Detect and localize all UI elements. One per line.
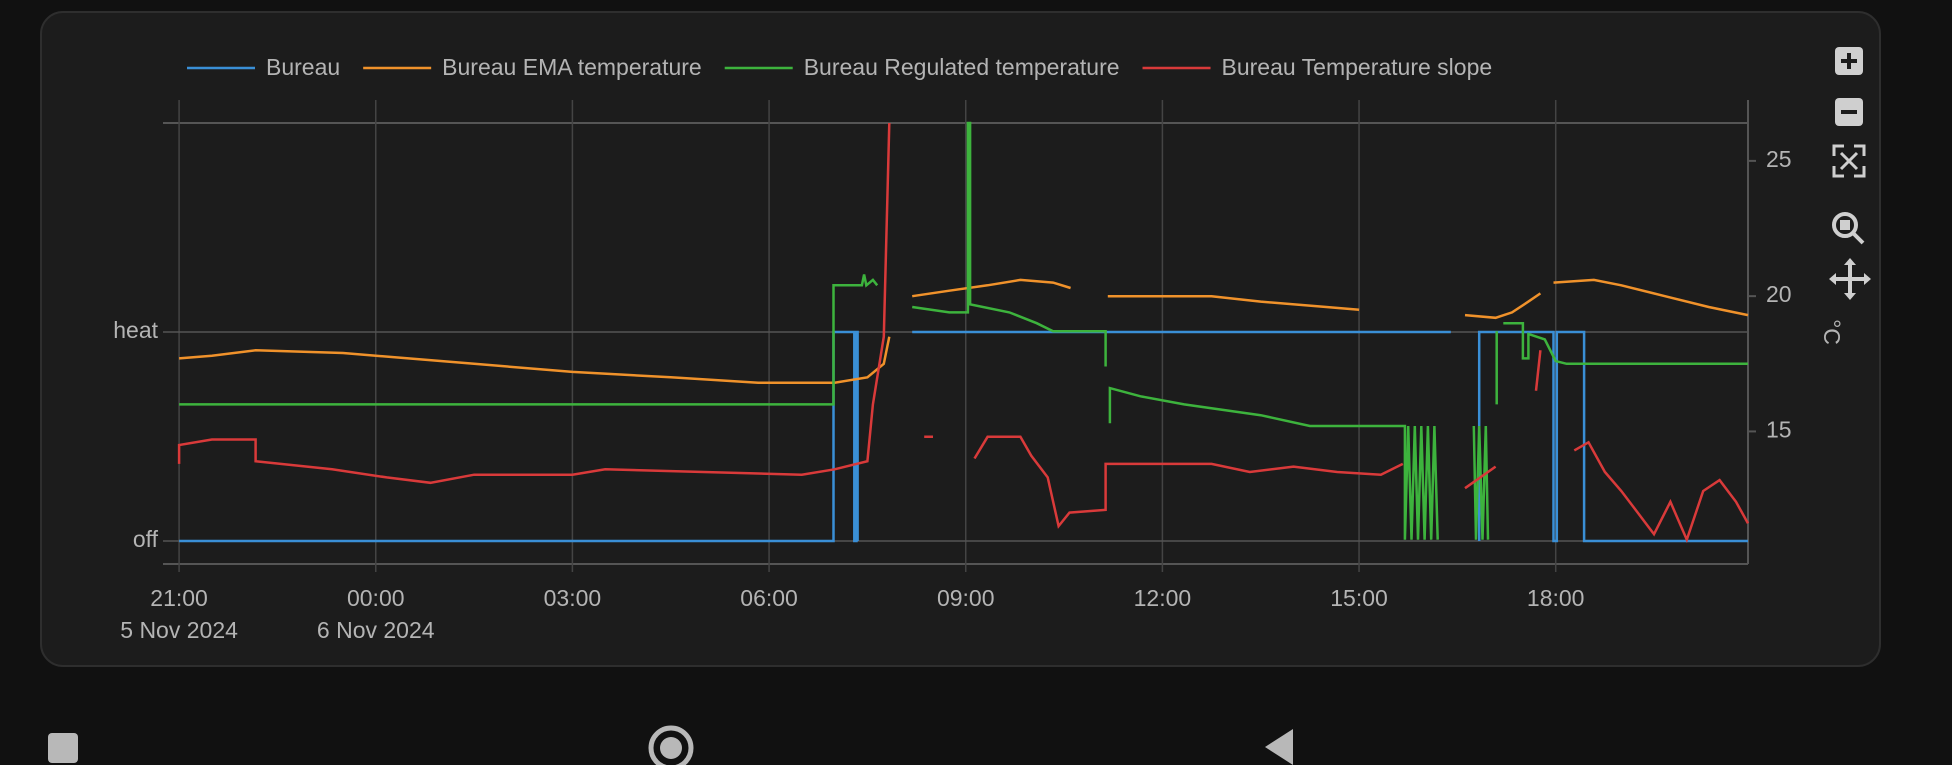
series-line [177, 122, 1750, 544]
x-tick-label: 18:00 [1527, 585, 1585, 611]
legend-item[interactable]: Bureau [187, 54, 340, 80]
nav-bar [48, 725, 1293, 765]
nav-recents[interactable] [48, 733, 78, 763]
x-tick-label: 09:00 [937, 585, 995, 611]
y2-tick-label: 25 [1766, 146, 1792, 172]
x-tick-label: 12:00 [1134, 585, 1192, 611]
series-line [178, 278, 1749, 384]
legend-label: Bureau Regulated temperature [804, 54, 1120, 80]
series-line [179, 121, 1748, 540]
x-tick-label: 15:00 [1330, 585, 1388, 611]
y2-tick-label: 15 [1766, 417, 1792, 443]
y-tick-label: off [133, 526, 159, 552]
legend-item[interactable]: Bureau Regulated temperature [724, 54, 1120, 80]
reset-zoom-button[interactable] [1832, 144, 1866, 178]
zoom-in-button[interactable] [1835, 47, 1863, 75]
legend-item[interactable]: Bureau EMA temperature [363, 54, 702, 80]
legend-label: Bureau Temperature slope [1222, 54, 1493, 80]
y-tick-label: heat [113, 317, 158, 343]
y2-tick-label: 20 [1766, 281, 1792, 307]
card [40, 11, 1881, 667]
toolbar [1829, 47, 1871, 300]
plot-lines [177, 121, 1750, 544]
labels: 21:00 00:00 03:00 06:00 09:00 12:00 15:00 18:00… [113, 54, 1791, 643]
x-tick-label: 00:00 [347, 585, 405, 611]
legend-item[interactable]: Bureau Temperature slope [1142, 54, 1493, 80]
x-tick-date-label: 6 Nov 2024 [317, 617, 435, 643]
nav-back[interactable] [1265, 729, 1293, 765]
legend-label: Bureau EMA temperature [442, 54, 702, 80]
zoom-out-button[interactable] [1835, 98, 1863, 126]
series-line [179, 330, 1748, 543]
pan-button[interactable] [1829, 258, 1871, 300]
x-tick-label: 21:00 [150, 585, 208, 611]
x-tick-label: 03:00 [544, 585, 602, 611]
x-tick-date-label: 5 Nov 2024 [120, 617, 238, 643]
legend-label: Bureau [266, 54, 340, 80]
zoom-select-button[interactable] [1832, 212, 1865, 245]
x-tick-label: 06:00 [740, 585, 798, 611]
nav-home[interactable] [648, 725, 694, 765]
y2-axis-label: °C [1819, 319, 1845, 345]
